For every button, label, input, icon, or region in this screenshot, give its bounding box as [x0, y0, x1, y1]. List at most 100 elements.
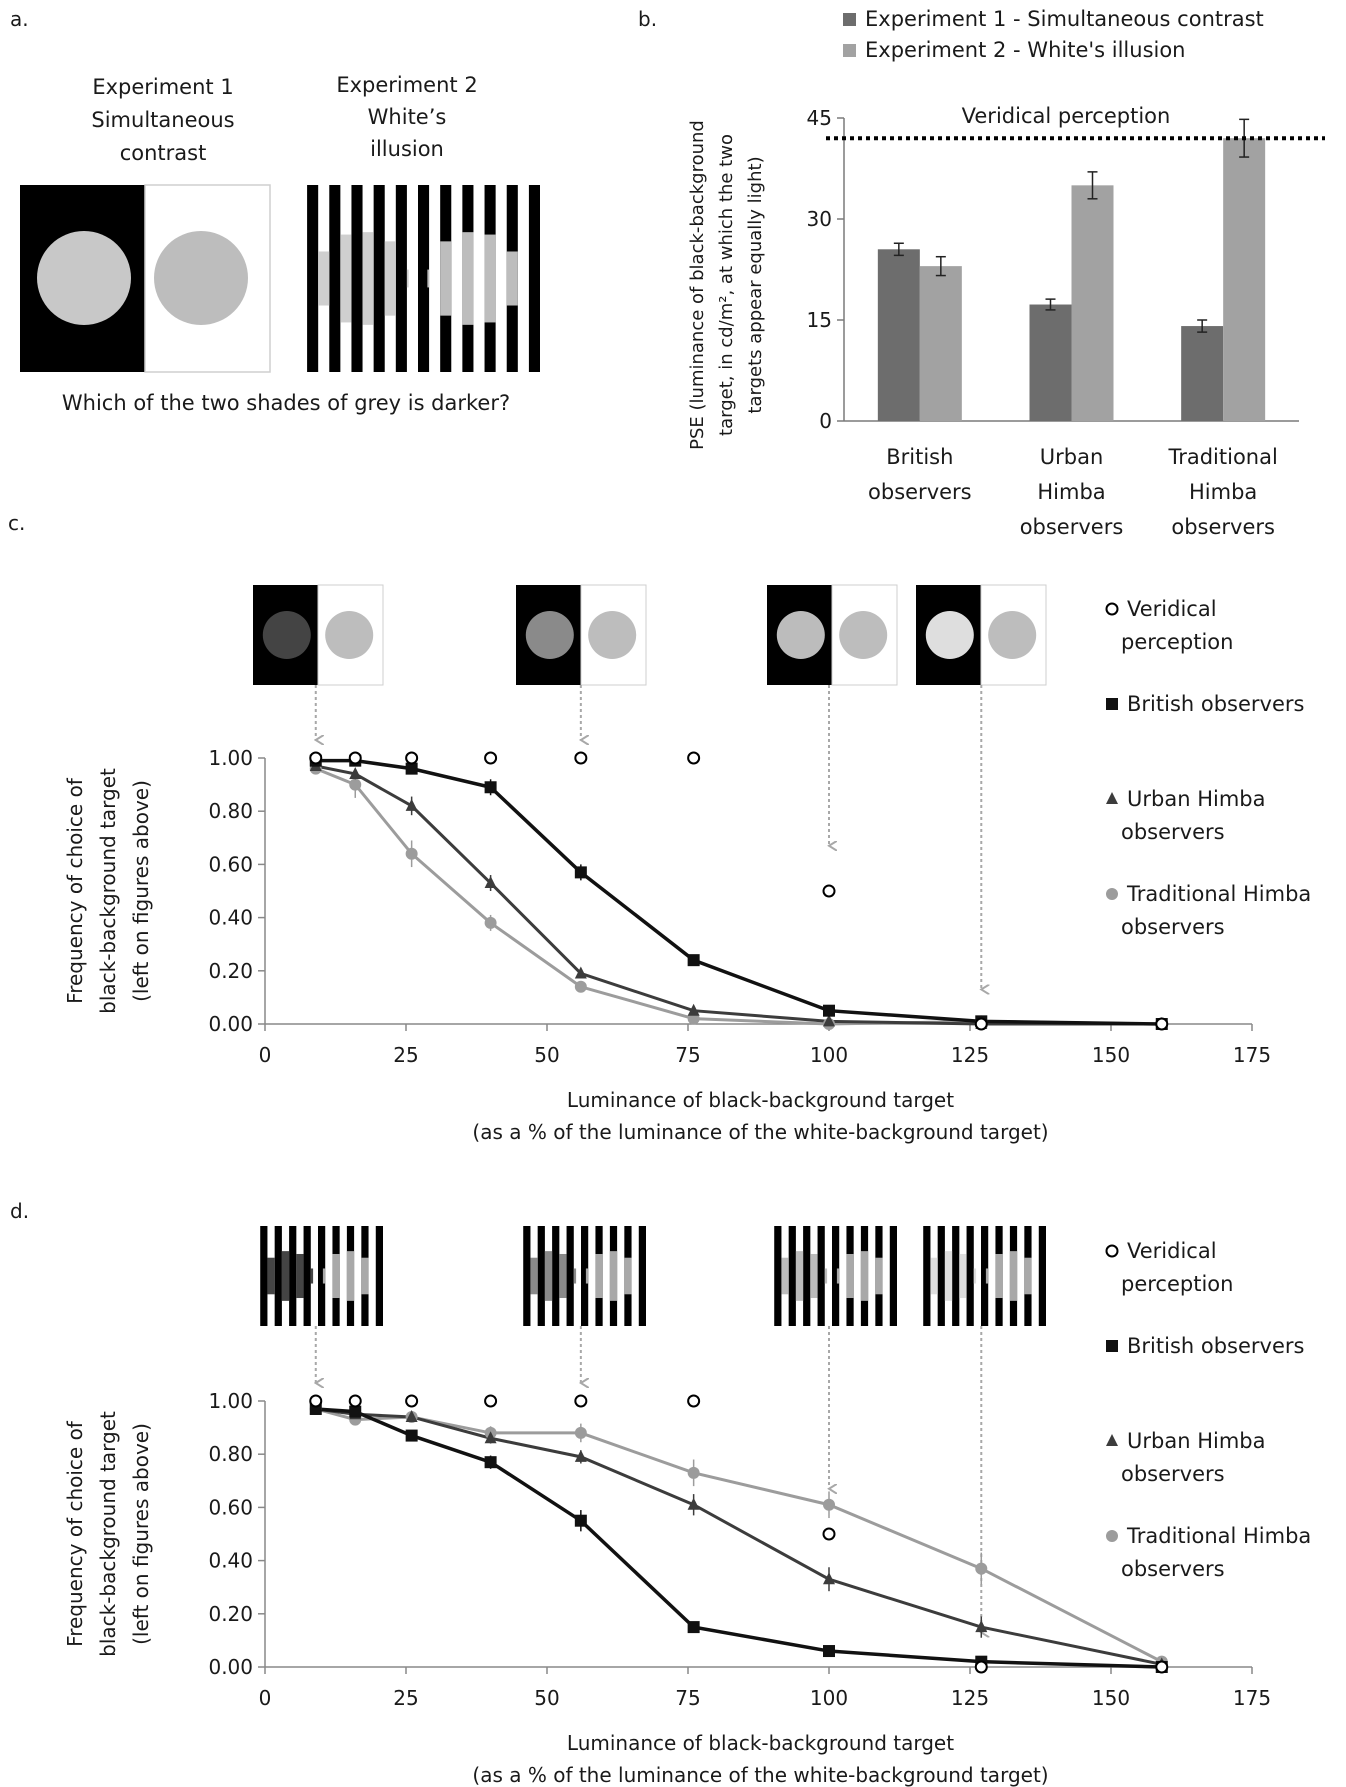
stimulus-target-band: [322, 1268, 326, 1284]
stimulus-thumbnail-9: [253, 1226, 383, 1326]
point-veridical-perception: [974, 1660, 988, 1674]
stimulus-thumbnail-9: [253, 584, 384, 686]
stimulus-target-band: [296, 1253, 304, 1299]
y-tick-label: 45: [807, 106, 832, 130]
stimulus-target-band: [427, 269, 430, 288]
legend-marker-veridical-perception: [1105, 602, 1119, 616]
stimulus-target-band: [995, 1253, 1003, 1299]
y-tick-label: 0.80: [208, 1442, 253, 1466]
point-urban-himba-observers: [574, 966, 587, 979]
y-tick-label: 0.60: [208, 1495, 253, 1519]
thumb-right-target: [325, 611, 374, 659]
bar-british-exp1: [877, 249, 920, 421]
question-text: Which of the two shades of grey is darke…: [62, 391, 510, 415]
panel-d: d. 0.00 0.20 0.40 0.60 0.80 1.00 0 25 50 75 100 125…: [10, 1199, 1311, 1787]
thumb-right-target: [588, 611, 637, 659]
point-urban-himba-observers: [687, 1497, 700, 1510]
category-label-traditional: observers: [1171, 515, 1275, 539]
stimulus-stripe: [581, 1226, 589, 1326]
panel-b-label: b.: [638, 7, 657, 31]
legend-label-urban-himba-observers: Urban Himba: [1127, 1429, 1265, 1453]
stimulus-stripe: [774, 1226, 782, 1326]
stimulus-stripe: [375, 1226, 383, 1326]
point-veridical-perception: [348, 751, 362, 765]
stimulus-target-band: [462, 232, 474, 325]
stimulus-target-band: [973, 1268, 977, 1284]
point-veridical-perception: [687, 1394, 701, 1408]
point-veridical-perception: [574, 751, 588, 765]
stimulus-target-band: [585, 1268, 589, 1284]
stimulus-target-band: [985, 1268, 989, 1284]
stimulus-stripe: [537, 1226, 545, 1326]
stimulus-stripe: [528, 185, 540, 372]
x-tick-label: 0: [259, 1043, 272, 1067]
stimulus-target-band: [559, 1253, 567, 1299]
legend-marker-urban-himba-observers: [1106, 792, 1118, 804]
legend-label-british-observers: British observers: [1127, 1334, 1304, 1358]
simultaneous-contrast-stimulus: [20, 184, 271, 373]
legend-marker-traditional-himba-observers: [1106, 888, 1118, 900]
bar-urban-exp1: [1029, 304, 1072, 421]
x-axis-label-line-1: Luminance of black-background target: [567, 1731, 954, 1755]
point-traditional-himba-observers: [687, 1466, 700, 1479]
stimulus-stripe: [289, 1226, 297, 1326]
point-urban-himba-observers: [823, 1572, 835, 1585]
panel-c-label: c.: [8, 511, 25, 535]
bar-traditional-exp1: [1181, 326, 1224, 421]
stimulus-target-band: [281, 1251, 290, 1301]
y-tick-label: 1.00: [208, 1389, 253, 1413]
point-british-observers: [484, 781, 497, 794]
y-axis-label-line-3: targets appear equally light): [745, 156, 766, 413]
stimulus-target-band: [1009, 1251, 1018, 1301]
y-axis-label-line-1: PSE (luminance of black-background: [687, 120, 708, 450]
point-urban-himba-observers: [405, 798, 418, 811]
legend-label-british-observers: British observers: [1127, 692, 1304, 716]
point-british-observers: [574, 866, 587, 879]
category-label-british: observers: [868, 480, 972, 504]
stimulus-target-band: [362, 232, 374, 325]
y-tick-label: 0.00: [208, 1012, 253, 1036]
stimulus-stripe: [329, 185, 341, 372]
stimulus-target-band: [595, 1253, 603, 1299]
panel-d-label: d.: [10, 1199, 29, 1223]
point-veridical-perception: [1155, 1660, 1169, 1674]
point-british-observers: [405, 762, 418, 775]
stimulus-target-band: [795, 1251, 804, 1301]
x-tick-label: 125: [951, 1686, 989, 1710]
x-tick-label: 25: [393, 1043, 418, 1067]
point-urban-himba-observers: [484, 876, 497, 889]
legend-label-veridical-perception-line2: perception: [1121, 1272, 1233, 1296]
stimulus-target-band: [544, 1251, 553, 1301]
point-urban-himba-observers: [823, 1014, 835, 1027]
stimulus-thumbnail-100: [767, 1226, 897, 1326]
x-tick-label: 50: [534, 1686, 559, 1710]
series-line-traditional-himba-observers: [315, 767, 1162, 1026]
legend-label-2: Experiment 2 - White's illusion: [865, 38, 1186, 62]
point-veridical-perception: [574, 1394, 588, 1408]
stimulus-stripe: [274, 1226, 282, 1326]
y-tick-label: 15: [807, 308, 832, 332]
stimulus-stripe: [395, 185, 407, 372]
stimulus-target-band: [318, 251, 330, 306]
legend-label-traditional-himba-observers: Traditional Himba: [1126, 1524, 1311, 1548]
y-axis-label-line-2: black-background target: [96, 1411, 120, 1657]
y-tick-label: 0.00: [208, 1655, 253, 1679]
stimulus-stripe: [303, 1226, 311, 1326]
stimulus-stripe: [566, 1226, 574, 1326]
stimulus-target-band: [267, 1257, 275, 1295]
legend-swatch-2: [843, 44, 856, 57]
exp2-title-line2: White’s: [368, 105, 447, 129]
bar-urban-exp2: [1071, 185, 1114, 421]
point-veridical-perception: [822, 1527, 836, 1541]
point-british-observers: [823, 1004, 835, 1017]
x-tick-label: 75: [675, 1043, 700, 1067]
point-veridical-perception: [974, 1017, 988, 1031]
x-tick-label: 25: [393, 1686, 418, 1710]
x-tick-label: 50: [534, 1043, 559, 1067]
legend-label-traditional-himba-observers-line2: observers: [1121, 1557, 1225, 1581]
stimulus-target-band: [1024, 1257, 1032, 1295]
legend-marker-veridical-perception: [1105, 1244, 1119, 1258]
stimulus-target-band: [781, 1257, 789, 1295]
x-tick-label: 75: [675, 1686, 700, 1710]
x-tick-label: 150: [1092, 1043, 1130, 1067]
